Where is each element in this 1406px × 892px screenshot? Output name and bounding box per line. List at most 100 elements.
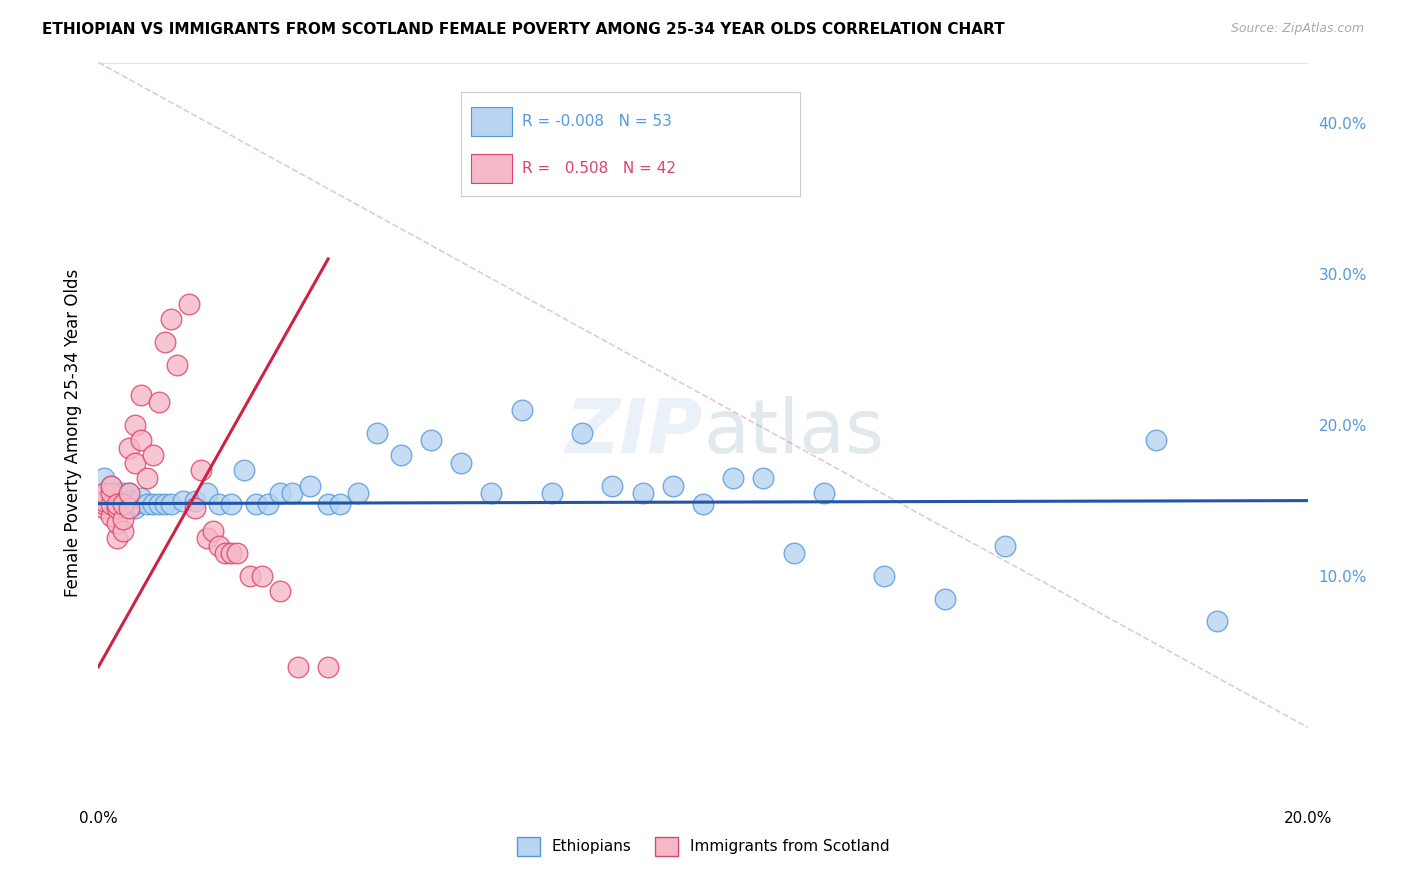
Point	[124, 456, 146, 470]
Text: atlas: atlas	[703, 396, 884, 469]
Point	[100, 486, 122, 500]
Point	[934, 591, 956, 606]
Point	[195, 532, 218, 546]
Point	[692, 497, 714, 511]
Point	[124, 501, 146, 516]
Point	[281, 486, 304, 500]
Point	[299, 478, 322, 492]
Point	[111, 512, 134, 526]
Point	[287, 660, 309, 674]
Text: ZIP: ZIP	[565, 396, 703, 469]
Point	[184, 493, 207, 508]
Point	[100, 508, 122, 523]
Point	[481, 486, 503, 500]
Point	[118, 501, 141, 516]
Point	[269, 584, 291, 599]
Point	[100, 478, 122, 492]
Point	[813, 486, 835, 500]
Point	[540, 486, 562, 500]
Point	[118, 441, 141, 455]
Point	[226, 547, 249, 561]
Point	[1206, 615, 1229, 629]
Point	[129, 491, 152, 505]
Point	[111, 486, 134, 500]
Text: ETHIOPIAN VS IMMIGRANTS FROM SCOTLAND FEMALE POVERTY AMONG 25-34 YEAR OLDS CORRE: ETHIOPIAN VS IMMIGRANTS FROM SCOTLAND FE…	[42, 22, 1005, 37]
Point	[105, 501, 128, 516]
Point	[111, 497, 134, 511]
Point	[160, 312, 183, 326]
Point	[111, 524, 134, 538]
Point	[124, 418, 146, 433]
Point	[142, 448, 165, 462]
Point	[153, 334, 176, 349]
Point	[602, 478, 624, 492]
Legend: Ethiopians, Immigrants from Scotland: Ethiopians, Immigrants from Scotland	[510, 831, 896, 862]
Point	[214, 547, 236, 561]
Point	[105, 497, 128, 511]
Point	[172, 493, 194, 508]
Point	[105, 486, 128, 500]
Point	[100, 486, 122, 500]
Point	[124, 497, 146, 511]
Point	[93, 486, 115, 500]
Point	[135, 497, 157, 511]
Point	[118, 493, 141, 508]
Point	[129, 388, 152, 402]
Point	[118, 486, 141, 500]
Point	[366, 425, 388, 440]
Y-axis label: Female Poverty Among 25-34 Year Olds: Female Poverty Among 25-34 Year Olds	[63, 268, 82, 597]
Point	[142, 497, 165, 511]
Point	[135, 471, 157, 485]
Point	[93, 493, 115, 508]
Point	[245, 497, 267, 511]
Point	[202, 524, 225, 538]
Point	[239, 569, 262, 583]
Point	[873, 569, 896, 583]
Point	[389, 448, 412, 462]
Point	[994, 539, 1017, 553]
Point	[571, 425, 593, 440]
Point	[208, 539, 231, 553]
Point	[256, 497, 278, 511]
Point	[723, 471, 745, 485]
Point	[450, 456, 472, 470]
Point	[105, 516, 128, 531]
Point	[111, 501, 134, 516]
Point	[195, 486, 218, 500]
Point	[661, 478, 683, 492]
Point	[160, 497, 183, 511]
Point	[510, 403, 533, 417]
Point	[316, 497, 339, 511]
Point	[221, 497, 243, 511]
Point	[93, 497, 115, 511]
Point	[190, 463, 212, 477]
Point	[148, 497, 170, 511]
Point	[166, 358, 188, 372]
Point	[100, 478, 122, 492]
Point	[232, 463, 254, 477]
Point	[752, 471, 775, 485]
Point	[105, 532, 128, 546]
Point	[100, 497, 122, 511]
Point	[118, 486, 141, 500]
Point	[153, 497, 176, 511]
Point	[93, 501, 115, 516]
Point	[208, 497, 231, 511]
Point	[148, 395, 170, 409]
Point	[783, 547, 806, 561]
Point	[93, 471, 115, 485]
Point	[269, 486, 291, 500]
Point	[93, 486, 115, 500]
Point	[329, 497, 352, 511]
Point	[129, 433, 152, 447]
Point	[1144, 433, 1167, 447]
Point	[250, 569, 273, 583]
Point	[316, 660, 339, 674]
Point	[420, 433, 443, 447]
Point	[105, 493, 128, 508]
Point	[184, 501, 207, 516]
Text: Source: ZipAtlas.com: Source: ZipAtlas.com	[1230, 22, 1364, 36]
Point	[347, 486, 370, 500]
Point	[179, 297, 201, 311]
Point	[631, 486, 654, 500]
